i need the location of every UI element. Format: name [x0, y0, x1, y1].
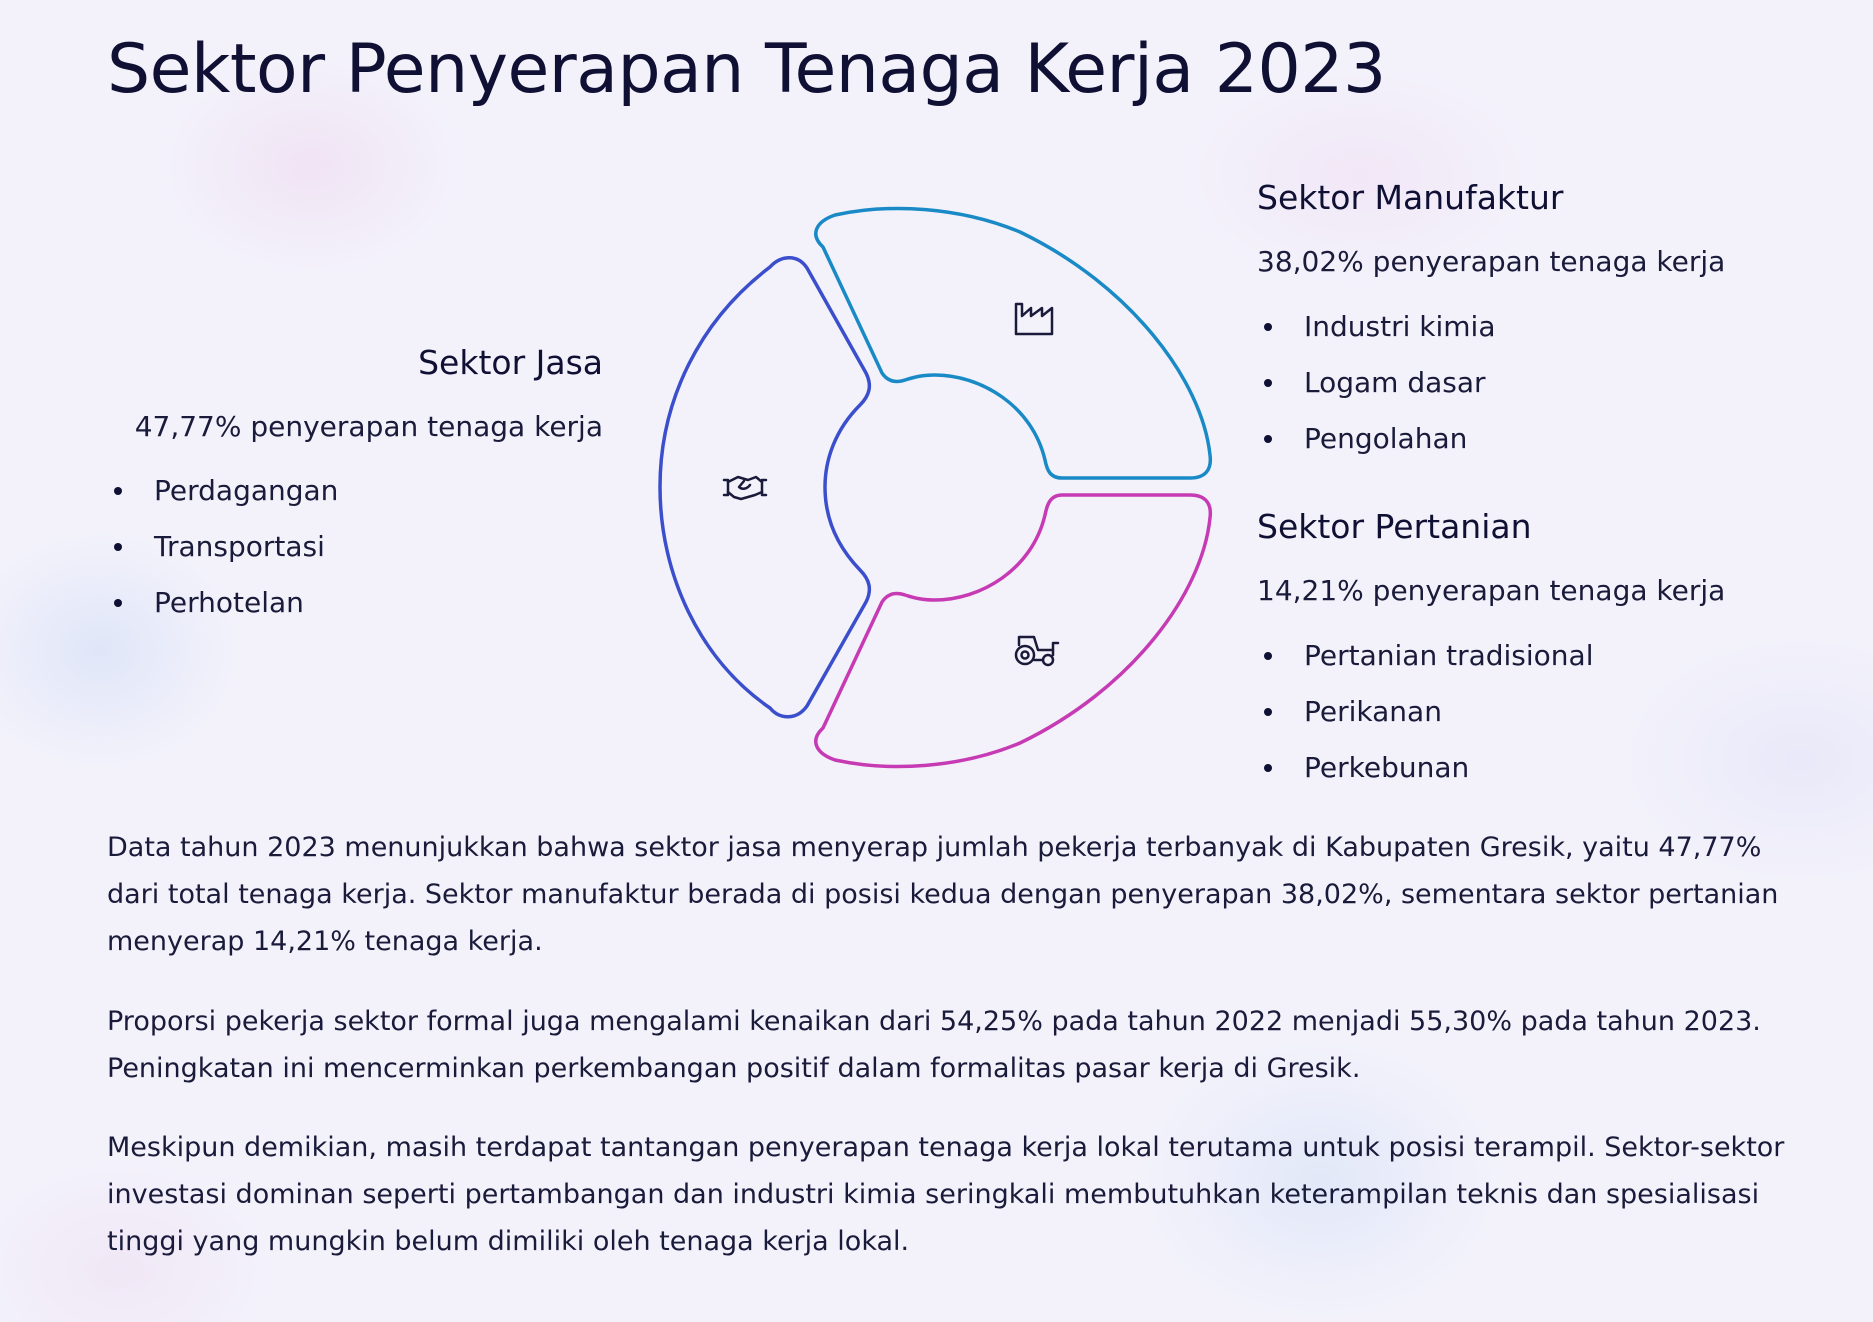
page-title: Sektor Penyerapan Tenaga Kerja 2023 [107, 30, 1386, 109]
list-item: Transportasi [107, 530, 338, 586]
segment-pertanian [814, 493, 1213, 769]
sector-jasa-heading: Sektor Jasa [418, 343, 603, 382]
list-item: Industri kimia [1257, 310, 1496, 366]
segment-manufaktur [814, 206, 1213, 480]
sector-pertanian-list: Pertanian tradisional Perikanan Perkebun… [1257, 639, 1593, 807]
handshake-icon [722, 475, 768, 501]
segment-jasa [658, 256, 872, 719]
list-item: Logam dasar [1257, 366, 1496, 422]
sector-manufaktur-heading: Sektor Manufaktur [1257, 178, 1564, 217]
list-item: Perkebunan [1257, 751, 1593, 807]
sector-pertanian-heading: Sektor Pertanian [1257, 507, 1532, 546]
list-item: Perdagangan [107, 474, 338, 530]
list-item: Pertanian tradisional [1257, 639, 1593, 695]
list-item: Perhotelan [107, 586, 338, 642]
paragraph-3: Meskipun demikian, masih terdapat tantan… [107, 1132, 1785, 1257]
tractor-icon [1014, 635, 1060, 667]
paragraph-1: Data tahun 2023 menunjukkan bahwa sektor… [107, 832, 1779, 957]
sector-pertanian-share: 14,21% penyerapan tenaga kerja [1257, 574, 1726, 607]
paragraph-2: Proporsi pekerja sektor formal juga meng… [107, 1006, 1761, 1084]
factory-icon [1014, 302, 1054, 336]
list-item: Perikanan [1257, 695, 1593, 751]
sector-jasa-share: 47,77% penyerapan tenaga kerja [134, 410, 603, 443]
list-item: Pengolahan [1257, 422, 1496, 478]
sector-jasa-list: Perdagangan Transportasi Perhotelan [107, 474, 338, 642]
sector-donut-diagram [658, 206, 1213, 769]
sector-manufaktur-share: 38,02% penyerapan tenaga kerja [1257, 245, 1726, 278]
sector-manufaktur-list: Industri kimia Logam dasar Pengolahan [1257, 310, 1496, 478]
